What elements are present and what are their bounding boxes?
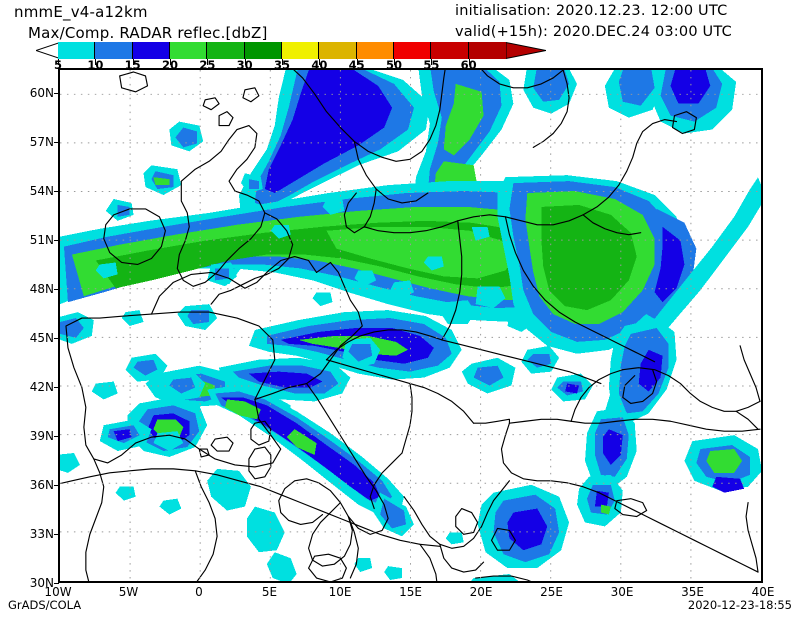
x-axis-label: 5W <box>118 585 139 599</box>
x-axis-labels: 10W 5W 0 5E 10E 15E 20E 25E 30E 35E 40E <box>44 585 774 603</box>
x-axis-label: 5E <box>261 585 278 599</box>
y-axis-labels: 60N 57N 54N 51N 48N 45N 42N 39N 36N 33N 30N <box>14 68 59 590</box>
valid-time: valid(+15h): 2020.DEC.24 03:00 UTC <box>455 24 732 40</box>
x-axis-label: 0 <box>195 585 203 599</box>
echo-levant <box>684 435 761 493</box>
colorbar-segment-5-10 <box>58 42 96 59</box>
colorbar-tick <box>58 59 59 65</box>
echo-iberia <box>60 262 237 473</box>
y-axis-label: 45N <box>29 330 54 345</box>
colorbar-segment-45-50 <box>356 42 394 59</box>
y-axis-label: 48N <box>29 281 54 296</box>
x-axis-label: 20E <box>469 585 493 599</box>
colorbar-tick-label: 5 <box>53 58 63 72</box>
x-axis-label: 25E <box>540 585 563 599</box>
y-axis-label: 60N <box>29 85 54 100</box>
x-axis-label: 10E <box>328 585 352 599</box>
colorbar-tick <box>431 59 433 65</box>
echo-north-sea <box>238 70 578 219</box>
model-name: nmmE_v4-a12km <box>14 3 148 21</box>
y-axis-tick <box>54 92 59 94</box>
field-title: Max/Comp. RADAR reflec.[dbZ] <box>28 24 268 42</box>
y-axis-tick <box>54 337 59 339</box>
y-axis-tick <box>54 239 59 241</box>
echo-poland-belarus <box>497 175 697 354</box>
x-axis-label: 40E <box>751 585 775 599</box>
colorbar-low-arrow-icon <box>36 42 60 59</box>
y-axis-label: 33N <box>29 526 54 541</box>
y-axis-tick <box>54 288 59 290</box>
y-axis-tick <box>54 141 59 143</box>
y-axis-label: 36N <box>29 477 54 492</box>
colorbar-high-arrow-icon <box>506 42 546 59</box>
colorbar-tick <box>394 59 395 65</box>
colorbar-ticks <box>58 59 506 68</box>
colorbar-tick <box>319 59 321 65</box>
y-axis-label: 51N <box>29 232 54 247</box>
colorbar-tick <box>282 59 283 65</box>
colorbar: 5 10 15 20 25 30 35 40 45 50 55 60 <box>36 42 546 72</box>
echo-scattered-cells <box>95 198 490 581</box>
colorbar-segment-40-45 <box>319 42 357 59</box>
colorbar-tick <box>468 59 470 65</box>
x-axis-label: 15E <box>399 585 422 599</box>
colorbar-segment-55-60 <box>431 42 469 59</box>
colorbar-segment-15-20 <box>132 42 170 59</box>
x-axis-label: 35E <box>681 585 704 599</box>
plot-timestamp: 2020-12-23-18:55 <box>687 598 792 612</box>
radar-reflectivity-map <box>60 70 761 581</box>
colorbar-tick <box>207 59 209 65</box>
x-axis-label: 10W <box>44 585 72 599</box>
y-axis-tick <box>54 435 59 437</box>
colorbar-tick <box>132 59 134 65</box>
reflectivity-field <box>60 70 761 581</box>
y-axis-tick <box>54 484 59 486</box>
y-axis-label: 57N <box>29 134 54 149</box>
colorbar-segment-25-30 <box>207 42 245 59</box>
initialisation-time: initialisation: 2020.12.23. 12:00 UTC <box>455 3 728 19</box>
y-axis-tick <box>54 582 59 584</box>
colorbar-segment-35-40 <box>281 42 320 59</box>
colorbar-segment-50-55 <box>393 42 432 59</box>
colorbar-tick <box>170 59 171 65</box>
y-axis-tick <box>54 533 59 535</box>
colorbar-segments <box>58 42 506 59</box>
colorbar-segment-30-35 <box>244 42 282 59</box>
colorbar-tick <box>95 59 97 65</box>
colorbar-tick <box>356 59 358 65</box>
colorbar-segment-10-15 <box>95 42 133 59</box>
y-axis-tick <box>54 190 59 192</box>
coastlines <box>60 70 761 581</box>
colorbar-segment-20-25 <box>169 42 208 59</box>
y-axis-label: 39N <box>29 428 54 443</box>
y-axis-label: 54N <box>29 183 54 198</box>
echo-anatolia <box>471 484 570 581</box>
colorbar-tick <box>244 59 246 65</box>
y-axis-tick <box>54 386 59 388</box>
y-axis-label: 30N <box>29 575 54 590</box>
colorbar-segment--60 <box>468 42 506 59</box>
y-axis-label: 42N <box>29 379 54 394</box>
x-axis-label: 30E <box>610 585 634 599</box>
map-plot-area[interactable] <box>58 68 763 583</box>
producer-label: GrADS/COLA <box>8 598 82 612</box>
